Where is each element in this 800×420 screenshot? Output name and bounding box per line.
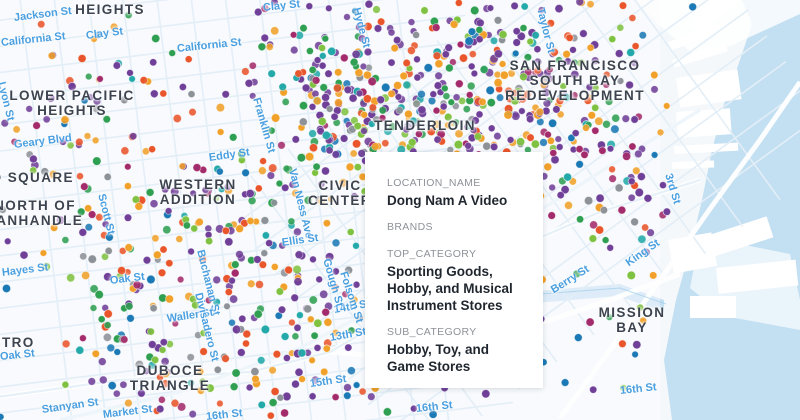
info-field-value: Dong Nam A Video (387, 193, 508, 208)
street-label: King St (623, 237, 662, 269)
street-label: Market St (102, 403, 153, 420)
street-label: Ellis St (281, 231, 320, 249)
neighborhood-label: CIVIC CENTER (308, 178, 372, 208)
neighborhood-label: LOWER PACIFIC HEIGHTS (9, 88, 135, 118)
street-label: Jackson St (13, 4, 73, 24)
info-field-value: Sporting Goods, Hobby, and Musical Instr… (387, 264, 513, 313)
neighborhood-label: SAN FRANCISCO SOUTH BAY REDEVELOPMENT (505, 58, 645, 103)
neighborhood-label: MISSION BAY (598, 305, 666, 335)
neighborhood-label: ALAMO SQUARE (0, 170, 74, 185)
street-label: Hyde St (350, 6, 373, 50)
neighborhood-label: TENDERLOIN (374, 118, 476, 133)
info-field: LOCATION_NAME Dong Nam A Video (387, 176, 521, 209)
street-label: Eddy St (208, 146, 251, 164)
street-label: Stanyan St (41, 396, 100, 416)
info-field-value: Hobby, Toy, and Game Stores (387, 342, 489, 374)
info-field-key: LOCATION_NAME (387, 177, 481, 189)
street-label: 16th St (205, 407, 244, 420)
street-label: Hayes St (1, 261, 49, 279)
info-field: CATEGORY_TAGS (387, 386, 521, 388)
neighborhood-label: WESTERN ADDITION (159, 177, 237, 207)
street-label: 16th St (415, 399, 454, 415)
street-label: 13th St (328, 325, 368, 344)
info-field: SUB_CATEGORY Hobby, Toy, and Game Stores (387, 325, 521, 375)
street-label: Franklin St (250, 96, 278, 155)
street-label: Oak St (109, 270, 146, 287)
info-field: TOP_CATEGORY Sporting Goods, Hobby, and M… (387, 247, 521, 314)
neighborhood-label: DUBOCE TRIANGLE (129, 363, 211, 393)
street-label: Geary Blvd (13, 131, 73, 151)
info-field-key: BRANDS (387, 221, 433, 233)
street-label: 15th St (309, 372, 348, 390)
street-label: 3rd St (662, 172, 683, 206)
street-label: Taylor St (534, 6, 558, 55)
street-label: Berry St (548, 263, 592, 297)
street-label: California St (0, 30, 67, 49)
info-field-key: SUB_CATEGORY (387, 326, 477, 338)
info-field-key: TOP_CATEGORY (387, 248, 477, 260)
neighborhood-label: NORTH OFPANHANDLE (0, 198, 84, 228)
location-info-card[interactable]: LOCATION_NAME Dong Nam A Video BRANDS TOP_C… (365, 152, 543, 388)
street-label: 16th St (619, 381, 658, 397)
street-label: Scott St (95, 192, 117, 236)
street-label: Clay St (85, 25, 124, 42)
info-field: BRANDS (387, 220, 521, 234)
neighborhood-label: HEIGHTS (75, 2, 145, 17)
street-label: California St (176, 36, 243, 55)
info-field-key: CATEGORY_TAGS (387, 386, 521, 388)
neighborhood-label: CASTRO (0, 335, 35, 350)
street-label: Clay St (262, 0, 301, 14)
